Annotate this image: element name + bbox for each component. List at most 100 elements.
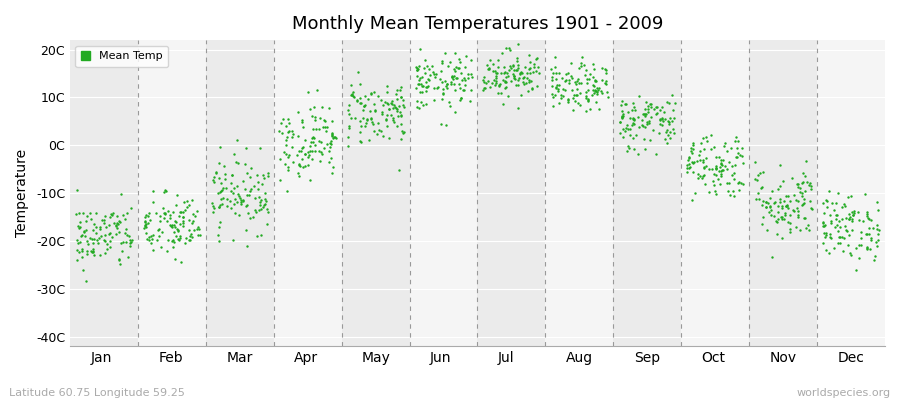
Point: [75, 248, 89, 254]
Point: [393, 136, 408, 142]
Point: [477, 85, 491, 91]
Point: [544, 66, 559, 72]
Point: [570, 78, 584, 84]
Point: [182, 202, 196, 208]
Point: [344, 115, 358, 121]
Point: [439, 83, 454, 89]
Point: [842, 232, 857, 238]
Point: [649, 111, 663, 118]
Point: [499, 84, 513, 90]
Point: [141, 236, 156, 243]
Point: [411, 81, 426, 87]
Point: [860, 244, 874, 250]
Point: [714, 168, 728, 174]
Point: [802, 226, 816, 233]
Point: [186, 218, 201, 224]
Point: [294, 118, 309, 125]
Point: [375, 133, 390, 139]
Point: [685, 158, 699, 165]
Point: [256, 180, 270, 187]
Point: [818, 222, 832, 228]
Point: [248, 194, 263, 201]
Point: [252, 207, 266, 214]
Point: [649, 104, 663, 110]
Point: [324, 155, 338, 161]
Point: [831, 228, 845, 234]
Point: [414, 81, 428, 88]
Point: [838, 223, 852, 230]
Point: [800, 179, 814, 186]
Point: [615, 108, 629, 114]
Point: [824, 217, 838, 224]
Point: [394, 120, 409, 127]
Point: [658, 136, 672, 142]
Point: [298, 151, 312, 158]
Point: [482, 78, 496, 84]
Point: [213, 202, 228, 208]
Point: [212, 160, 226, 166]
Point: [715, 162, 729, 168]
Point: [804, 186, 818, 192]
Point: [234, 197, 248, 203]
Point: [522, 70, 536, 76]
Point: [656, 118, 670, 124]
Bar: [817, 40, 885, 346]
Point: [751, 172, 765, 178]
Point: [488, 68, 502, 74]
Point: [256, 175, 271, 181]
Point: [777, 216, 791, 222]
Point: [860, 230, 874, 237]
Point: [555, 86, 570, 92]
Point: [415, 83, 429, 89]
Point: [230, 198, 244, 205]
Point: [317, 144, 331, 151]
Point: [734, 153, 749, 159]
Point: [706, 171, 721, 177]
Point: [146, 232, 160, 238]
Point: [710, 176, 724, 182]
Point: [500, 74, 514, 80]
Point: [325, 133, 339, 140]
Point: [230, 191, 245, 197]
Point: [113, 261, 128, 267]
Point: [215, 201, 230, 208]
Point: [823, 212, 837, 218]
Point: [228, 210, 242, 217]
Point: [644, 104, 658, 110]
Bar: [138, 40, 206, 346]
Point: [280, 188, 294, 194]
Point: [139, 230, 153, 236]
Bar: [410, 40, 478, 346]
Point: [457, 82, 472, 88]
Point: [158, 187, 172, 193]
Point: [682, 154, 697, 160]
Point: [385, 100, 400, 107]
Point: [274, 120, 288, 126]
Point: [356, 106, 371, 113]
Point: [635, 116, 650, 123]
Point: [493, 81, 508, 88]
Point: [161, 237, 176, 244]
Point: [457, 75, 472, 81]
Point: [805, 206, 819, 212]
Point: [588, 87, 602, 94]
Point: [78, 218, 93, 224]
Point: [575, 54, 590, 60]
Point: [777, 198, 791, 204]
Point: [191, 224, 205, 230]
Point: [315, 151, 329, 157]
Point: [499, 78, 513, 85]
Point: [150, 227, 165, 233]
Point: [512, 71, 526, 78]
Point: [583, 70, 598, 77]
Point: [827, 207, 842, 214]
Point: [77, 229, 92, 235]
Point: [160, 218, 175, 224]
Point: [79, 248, 94, 255]
Point: [71, 240, 86, 247]
Point: [442, 98, 456, 105]
Point: [411, 80, 426, 87]
Point: [753, 185, 768, 192]
Point: [360, 95, 374, 102]
Point: [238, 186, 252, 192]
